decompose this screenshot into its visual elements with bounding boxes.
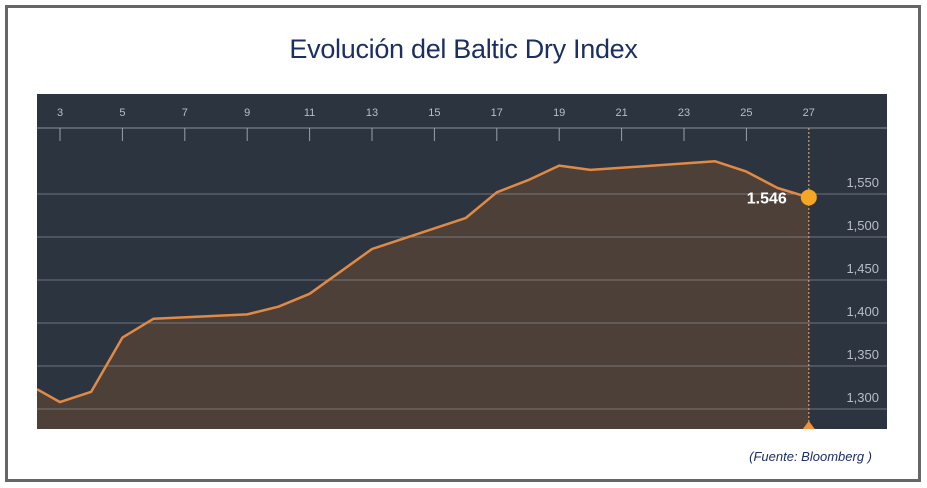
chart-title: Evolución del Baltic Dry Index (289, 34, 638, 64)
x-tick-label: 7 (182, 107, 188, 119)
x-tick-label: 3 (57, 107, 63, 119)
x-tick-label: 9 (244, 107, 250, 119)
y-tick-label: 1,350 (846, 347, 879, 362)
last-value-label: 1.546 (747, 190, 787, 207)
x-tick-label: 17 (491, 107, 503, 119)
source-note: (Fuente: Bloomberg ) (749, 449, 872, 464)
x-tick-label: 23 (678, 107, 690, 119)
x-tick-label: 21 (615, 107, 627, 119)
x-tick-label: 5 (119, 107, 125, 119)
series-line (37, 160, 810, 404)
x-tick-label: 19 (553, 107, 565, 119)
x-tick-label: 11 (304, 107, 315, 119)
chart-area: 3 5 7 9 11 13 15 17 19 21 23 25 27 1,300 1,350 1,400 1,4… (37, 94, 887, 429)
area-chart: 3 5 7 9 11 13 15 17 19 21 23 25 27 1,300 1,350 1,400 1,4… (37, 107, 887, 429)
y-tick-label: 1,400 (846, 304, 879, 319)
marker-triangle-icon (802, 421, 815, 429)
x-tick-label: 13 (366, 107, 378, 119)
y-tick-label: 1,450 (846, 261, 879, 276)
last-value-dot[interactable] (800, 189, 817, 206)
x-tick-label: 27 (803, 107, 815, 119)
y-tick-label: 1,550 (846, 175, 879, 190)
x-tick-label: 15 (428, 107, 440, 119)
y-tick-label: 1,500 (846, 218, 879, 233)
y-tick-label: 1,300 (846, 390, 879, 405)
area-fill (37, 161, 809, 429)
x-tick-label: 25 (740, 107, 752, 119)
